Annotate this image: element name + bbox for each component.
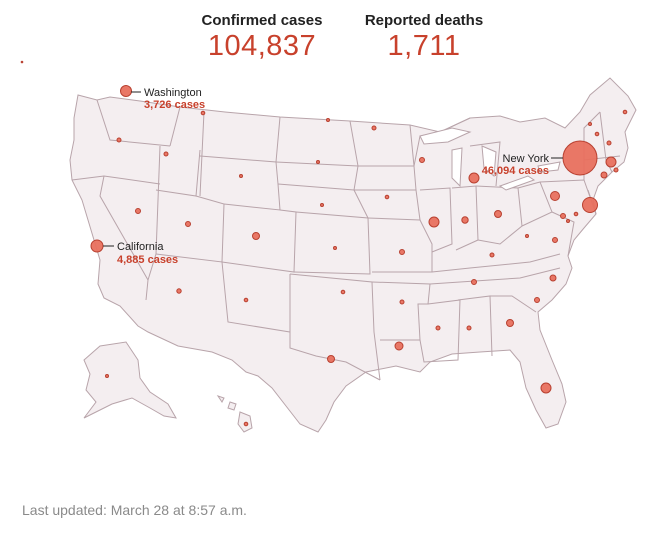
bubble-vermont[interactable] <box>594 131 600 137</box>
bubble-connecticut[interactable] <box>600 171 608 179</box>
reported-deaths-label: Reported deaths <box>364 12 484 29</box>
bubble-utah[interactable] <box>185 221 191 227</box>
bubble-louisiana[interactable] <box>394 341 404 351</box>
bubble-pennsylvania[interactable] <box>550 191 560 201</box>
callout-california-name: California <box>117 241 164 253</box>
bubble-florida[interactable] <box>540 382 552 394</box>
callout-new-york-name: New York <box>503 153 550 165</box>
confirmed-cases-label: Confirmed cases <box>201 12 323 29</box>
last-updated: Last updated: March 28 at 8:57 a.m. <box>22 502 247 518</box>
bubble-missouri[interactable] <box>399 249 405 255</box>
bubble-south-dakota[interactable] <box>316 160 320 164</box>
bubble-tennessee[interactable] <box>471 279 477 285</box>
bubble-montana[interactable] <box>200 110 206 116</box>
bubble-dc[interactable] <box>566 219 570 223</box>
bubble-new-york[interactable] <box>562 140 598 176</box>
bubble-rhode-island[interactable] <box>613 167 619 173</box>
bubble-washington[interactable] <box>120 85 132 97</box>
callout-new-york-cases: 46,094 cases <box>482 165 549 177</box>
bubble-kentucky[interactable] <box>489 252 495 258</box>
bubble-kansas[interactable] <box>333 246 337 250</box>
bubble-mississippi[interactable] <box>435 325 441 331</box>
bubble-massachusetts[interactable] <box>605 156 617 168</box>
reported-deaths-stat: Reported deaths 1,711 <box>358 12 490 63</box>
great-lakes <box>419 127 561 191</box>
bubble-indiana[interactable] <box>461 216 469 224</box>
bubble-ohio[interactable] <box>494 210 502 218</box>
bubble-wisconsin[interactable] <box>419 157 425 163</box>
bubble-maine[interactable] <box>622 109 628 115</box>
bubble-maryland[interactable] <box>560 213 566 219</box>
bubble-alaska[interactable] <box>105 374 109 378</box>
confirmed-cases-value: 104,837 <box>207 30 317 62</box>
bubble-new-mexico[interactable] <box>243 297 249 303</box>
bubble-minnesota[interactable] <box>371 125 377 131</box>
bubble-illinois[interactable] <box>428 216 440 228</box>
bubble-south-carolina[interactable] <box>534 297 540 303</box>
callout-california-cases: 4,885 cases <box>117 254 178 266</box>
bubble-virginia[interactable] <box>552 237 558 243</box>
bubble-alabama[interactable] <box>466 325 472 331</box>
bubble-north-carolina[interactable] <box>549 274 557 282</box>
bubble-north-dakota[interactable] <box>326 118 330 122</box>
bubble-oregon[interactable] <box>116 137 122 143</box>
callout-leaders <box>103 91 563 247</box>
bubble-delaware[interactable] <box>573 211 579 217</box>
bubble-georgia[interactable] <box>506 319 514 327</box>
bubble-wyoming[interactable] <box>239 174 243 178</box>
bubble-puerto-rico[interactable] <box>20 60 24 64</box>
bubble-nevada[interactable] <box>135 208 141 214</box>
bubble-new-hampshire[interactable] <box>606 140 612 146</box>
case-bubbles <box>20 60 628 427</box>
bubble-new-jersey[interactable] <box>582 197 598 213</box>
bubble-arkansas[interactable] <box>399 299 405 305</box>
bubble-iowa[interactable] <box>384 194 390 200</box>
bubble-oklahoma[interactable] <box>340 289 346 295</box>
bubble-nebraska[interactable] <box>320 203 324 207</box>
callout-washington-name: Washington <box>144 87 202 99</box>
bubble-arizona[interactable] <box>176 288 182 294</box>
bubble-idaho[interactable] <box>163 151 169 157</box>
confirmed-cases-stat: Confirmed cases 104,837 <box>196 12 328 63</box>
callout-labels: Washington 3,726 cases California 4,885 … <box>117 87 549 266</box>
bubble-west-virginia[interactable] <box>525 234 529 238</box>
reported-deaths-value: 1,711 <box>387 30 461 62</box>
bubble-california[interactable] <box>90 239 104 253</box>
bubble-new-york-2[interactable] <box>588 122 592 126</box>
callout-washington-cases: 3,726 cases <box>144 99 205 111</box>
bubble-colorado[interactable] <box>252 232 260 240</box>
bubble-texas[interactable] <box>327 355 335 363</box>
bubble-michigan[interactable] <box>468 172 480 184</box>
bubble-hawaii[interactable] <box>243 421 249 427</box>
